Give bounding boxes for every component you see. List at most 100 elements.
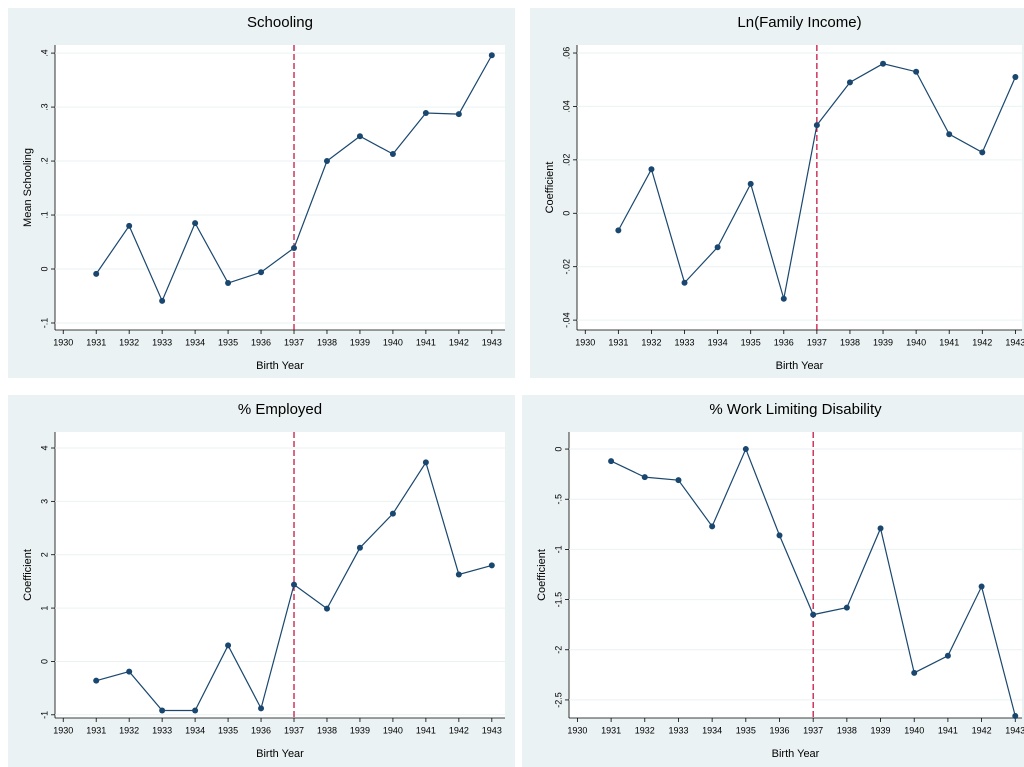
x-tick-label: 1940 xyxy=(904,725,924,735)
y-axis-title: Coefficient xyxy=(536,549,548,601)
chart-title: % Work Limiting Disability xyxy=(709,401,882,418)
y-axis-title: Coefficient xyxy=(544,162,556,214)
x-tick-label: 1933 xyxy=(152,725,172,735)
y-tick-label: 0 xyxy=(39,659,49,664)
data-point xyxy=(810,611,817,618)
data-point xyxy=(944,652,951,659)
data-point xyxy=(159,707,166,714)
chart-title: % Employed xyxy=(238,401,322,418)
data-point xyxy=(648,166,655,173)
data-point xyxy=(978,583,985,590)
x-tick-label: 1936 xyxy=(251,725,271,735)
x-tick-label: 1943 xyxy=(1005,725,1024,735)
y-tick-label: -1 xyxy=(553,545,563,553)
x-tick-label: 1931 xyxy=(86,337,106,347)
x-tick-label: 1938 xyxy=(840,337,860,347)
x-tick-label: 1934 xyxy=(708,337,728,347)
x-tick-label: 1935 xyxy=(218,725,238,735)
data-point xyxy=(880,60,887,67)
y-tick-label: 0 xyxy=(39,266,49,271)
data-point xyxy=(126,668,133,675)
y-tick-label: .4 xyxy=(39,49,49,57)
data-point xyxy=(93,677,100,684)
x-tick-label: 1936 xyxy=(774,337,794,347)
y-axis-title: Coefficient xyxy=(22,549,34,601)
y-tick-label: -2 xyxy=(553,646,563,654)
x-tick-label: 1936 xyxy=(769,725,789,735)
y-tick-label: 2 xyxy=(39,552,49,557)
x-tick-label: 1933 xyxy=(668,725,688,735)
y-tick-label: -.1 xyxy=(39,318,49,329)
y-tick-label: 1 xyxy=(39,606,49,611)
data-point xyxy=(877,525,884,532)
x-tick-label: 1930 xyxy=(53,337,73,347)
y-tick-label: .06 xyxy=(561,47,571,60)
data-point xyxy=(159,297,166,304)
y-tick-label: 0 xyxy=(553,447,563,452)
x-axis-title: Birth Year xyxy=(772,748,820,760)
x-tick-label: 1930 xyxy=(567,725,587,735)
data-point xyxy=(813,122,820,129)
x-tick-label: 1940 xyxy=(383,725,403,735)
x-tick-label: 1934 xyxy=(702,725,722,735)
x-tick-label: 1940 xyxy=(906,337,926,347)
plot-area xyxy=(55,432,505,718)
data-point xyxy=(323,158,330,165)
x-axis-title: Birth Year xyxy=(256,748,304,760)
x-tick-label: 1943 xyxy=(482,725,502,735)
data-point xyxy=(455,111,462,118)
x-tick-label: 1932 xyxy=(119,725,139,735)
x-tick-label: 1932 xyxy=(119,337,139,347)
data-point xyxy=(93,270,100,277)
y-tick-label: -2.5 xyxy=(553,692,563,708)
y-tick-label: 0 xyxy=(561,211,571,216)
y-tick-label: -1 xyxy=(39,711,49,719)
data-point xyxy=(709,523,716,530)
data-point xyxy=(323,605,330,612)
x-tick-label: 1939 xyxy=(873,337,893,347)
plot-area xyxy=(569,432,1022,718)
x-tick-label: 1942 xyxy=(449,337,469,347)
x-tick-label: 1942 xyxy=(972,337,992,347)
x-axis-title: Birth Year xyxy=(256,360,304,372)
x-tick-label: 1940 xyxy=(383,337,403,347)
x-tick-label: 1938 xyxy=(317,337,337,347)
y-tick-label: -1.5 xyxy=(553,592,563,608)
data-point xyxy=(225,642,232,649)
x-tick-label: 1937 xyxy=(284,725,304,735)
data-point xyxy=(258,269,265,276)
plot-area xyxy=(577,45,1022,330)
chart-title: Ln(Family Income) xyxy=(737,14,861,31)
x-tick-label: 1943 xyxy=(1005,337,1024,347)
x-tick-label: 1930 xyxy=(575,337,595,347)
x-tick-label: 1935 xyxy=(741,337,761,347)
plot-area xyxy=(55,45,505,330)
x-tick-label: 1941 xyxy=(939,337,959,347)
data-point xyxy=(389,151,396,158)
x-tick-label: 1942 xyxy=(972,725,992,735)
x-tick-label: 1939 xyxy=(350,725,370,735)
data-point xyxy=(608,458,615,465)
data-point xyxy=(291,581,298,588)
data-point xyxy=(846,79,853,86)
y-tick-label: .3 xyxy=(39,103,49,111)
data-point xyxy=(911,669,918,676)
data-point xyxy=(192,707,199,714)
chart-title: Schooling xyxy=(247,14,313,31)
data-point xyxy=(422,459,429,466)
data-point xyxy=(1012,712,1019,719)
data-point xyxy=(946,131,953,138)
data-point xyxy=(776,532,783,539)
y-axis-title: Mean Schooling xyxy=(22,148,34,227)
data-point xyxy=(225,280,232,287)
y-tick-label: .1 xyxy=(39,211,49,219)
x-tick-label: 1935 xyxy=(736,725,756,735)
x-tick-label: 1934 xyxy=(185,725,205,735)
x-tick-label: 1931 xyxy=(601,725,621,735)
x-tick-label: 1938 xyxy=(317,725,337,735)
x-tick-label: 1933 xyxy=(675,337,695,347)
x-tick-label: 1936 xyxy=(251,337,271,347)
data-point xyxy=(356,544,363,551)
